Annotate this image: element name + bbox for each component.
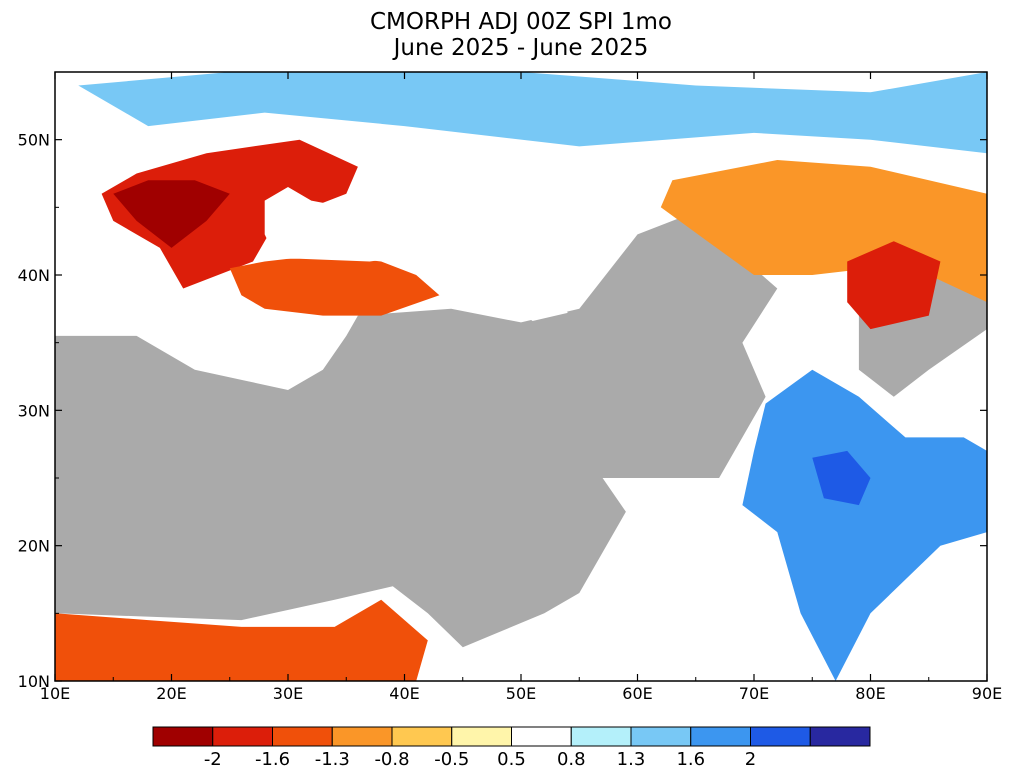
chart-title: CMORPH ADJ 00Z SPI 1mo xyxy=(370,9,672,35)
colorbar-swatch xyxy=(690,726,751,747)
colorbar: -2 -1.6 -1.3 -0.8 -0.5 0.5 0.8 1.3 1.6 2 xyxy=(152,726,871,770)
y-tick-label: 10N xyxy=(18,672,50,691)
region-sahel-dry xyxy=(55,599,428,681)
colorbar-swatch xyxy=(750,726,811,747)
region-caspian-sea xyxy=(486,177,568,321)
region-no-data-middle-east xyxy=(55,207,778,648)
region-northern-eurasia-wet xyxy=(78,72,987,154)
y-tick-label: 20N xyxy=(18,537,50,556)
x-tick-label: 40E xyxy=(389,684,419,703)
colorbar-swatch xyxy=(511,726,572,747)
map-panel xyxy=(55,72,987,681)
colorbar-swatch xyxy=(212,726,273,747)
x-tick-label: 20E xyxy=(156,684,186,703)
colorbar-label: 0.5 xyxy=(497,749,526,770)
x-tick-label: 10E xyxy=(40,684,70,703)
y-tick-label: 40N xyxy=(18,266,50,285)
region-balkans-black-sea-dry xyxy=(101,139,358,289)
colorbar-label: 0.8 xyxy=(557,749,586,770)
colorbar-label: -1.6 xyxy=(255,749,290,770)
x-tick-label: 60E xyxy=(622,684,652,703)
colorbar-label: -2 xyxy=(204,749,222,770)
region-central-india-very-wet xyxy=(812,450,871,506)
colorbar-label: 1.3 xyxy=(617,749,646,770)
colorbar-label: -1.3 xyxy=(315,749,350,770)
region-anatolia-dry xyxy=(229,254,440,316)
colorbar-swatch xyxy=(809,726,871,747)
colorbar-swatch xyxy=(451,726,512,747)
x-tick-label: 70E xyxy=(739,684,769,703)
region-black-sea xyxy=(264,187,422,262)
colorbar-label: -0.5 xyxy=(434,749,469,770)
x-tick-label: 90E xyxy=(972,684,1002,703)
chart-subtitle: June 2025 - June 2025 xyxy=(392,35,649,61)
colorbar-swatch xyxy=(630,726,692,747)
colorbar-label: 2 xyxy=(745,749,756,770)
colorbar-swatch xyxy=(331,726,393,747)
y-tick-label: 30N xyxy=(18,401,50,420)
region-balkans-core-very-dry xyxy=(113,180,230,248)
x-tick-label: 30E xyxy=(273,684,303,703)
region-india-wet xyxy=(742,369,987,681)
x-axis: 10E 20E 30E 40E 50E 60E 70E 80E 90E xyxy=(40,72,1002,703)
spi-field xyxy=(55,72,987,681)
colorbar-label: 1.6 xyxy=(676,749,705,770)
region-western-china-very-dry xyxy=(847,241,941,330)
x-tick-label: 80E xyxy=(855,684,885,703)
colorbar-label: -0.8 xyxy=(374,749,409,770)
colorbar-swatch xyxy=(391,726,453,747)
colorbar-swatch xyxy=(570,726,632,747)
colorbar-swatch xyxy=(152,726,214,747)
x-tick-label: 50E xyxy=(506,684,536,703)
y-tick-label: 50N xyxy=(18,131,50,150)
y-axis: 10N 20N 30N 40N 50N xyxy=(18,131,987,691)
colorbar-swatch xyxy=(272,726,333,747)
